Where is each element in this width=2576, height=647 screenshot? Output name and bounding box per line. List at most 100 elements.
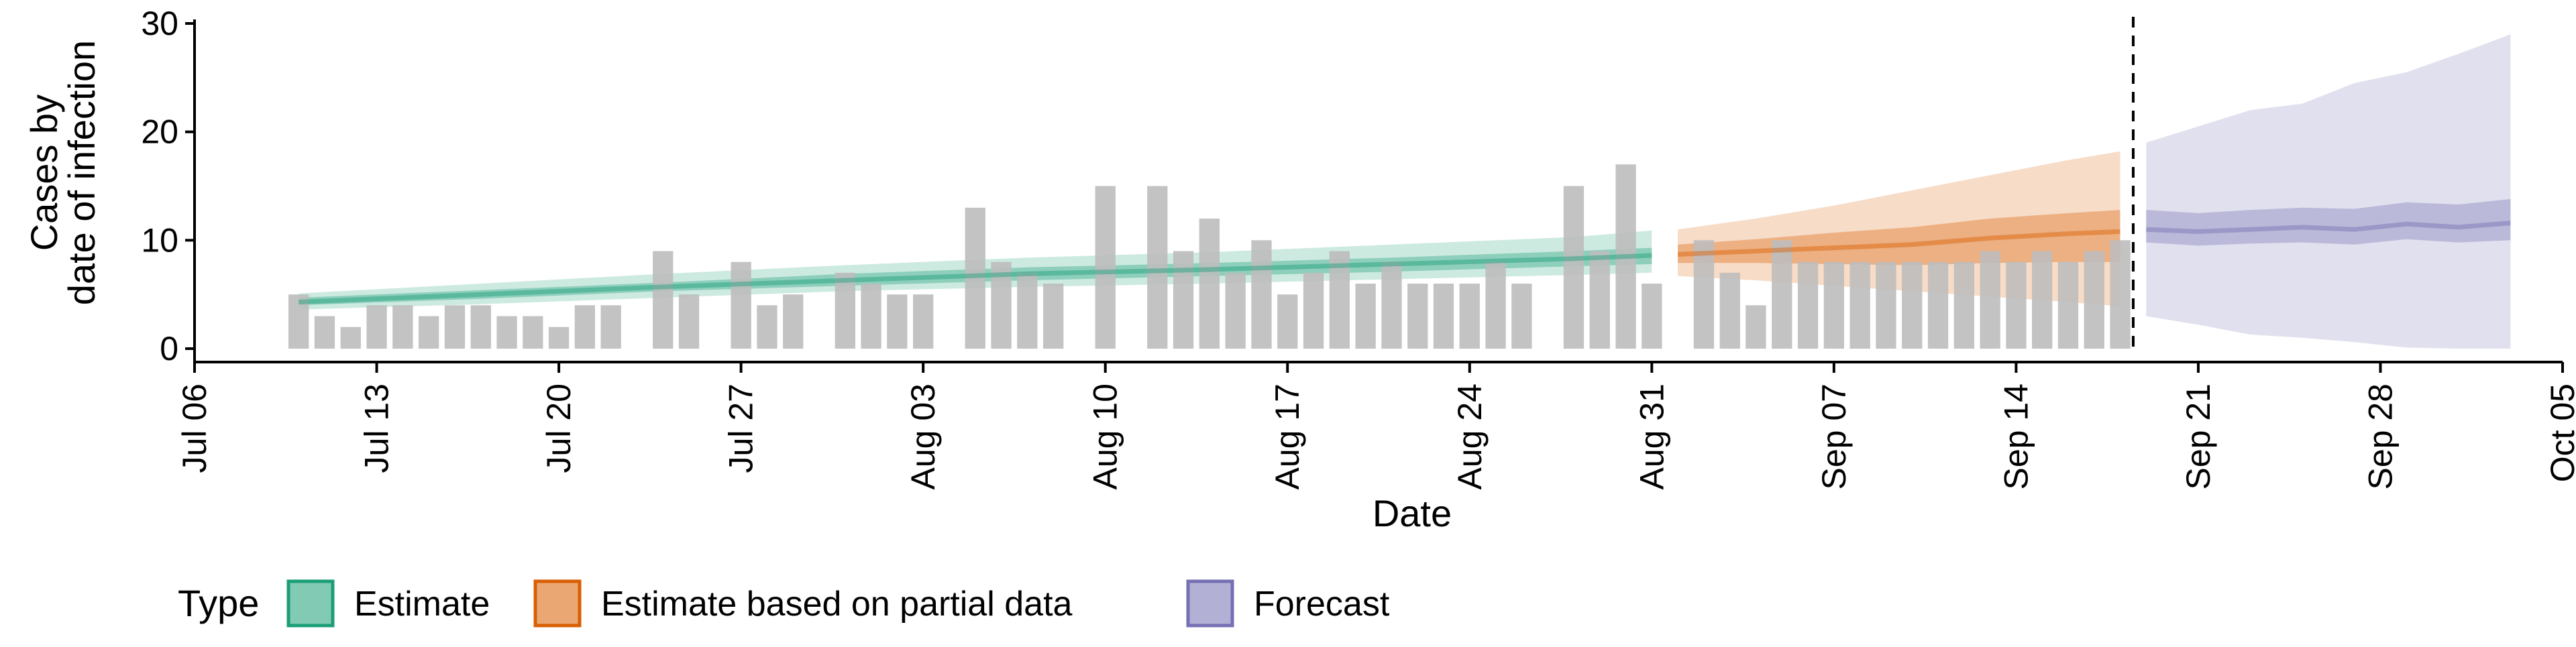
series-median-line: [2146, 221, 2511, 234]
x-tick-label: Sep 28: [2361, 384, 2399, 489]
reported-cases-bar: [1329, 251, 1350, 349]
reported-cases-bar: [1642, 284, 1662, 349]
reported-cases-bar: [1927, 261, 1949, 349]
reported-cases-bar: [1355, 284, 1376, 349]
x-tick-label: Aug 17: [1269, 384, 1306, 489]
reported-cases-bar: [1407, 284, 1428, 349]
reported-cases-bar: [1797, 261, 1819, 349]
y-axis-title-line: Cases by: [23, 95, 65, 251]
y-tick-label: 20: [141, 113, 178, 151]
legend-item: Estimate: [286, 579, 490, 628]
legend-label: Estimate: [354, 585, 490, 624]
x-tick-label: Sep 07: [1815, 384, 1853, 489]
x-tick-label: Aug 03: [904, 384, 942, 489]
reported-cases-bar: [835, 272, 855, 349]
reported-cases-bar: [861, 284, 881, 349]
reported-cases-bar: [2057, 261, 2079, 349]
reported-cases-bar: [419, 316, 439, 349]
legend: Type Estimate Estimate based on partial da…: [178, 579, 1390, 628]
reported-cases-bar: [1772, 240, 1792, 349]
x-tick-label: Jul 06: [176, 384, 213, 473]
reported-cases-bar: [1043, 284, 1064, 349]
reported-cases-bar: [1980, 251, 2000, 349]
x-tick-label: Aug 24: [1451, 384, 1489, 489]
reported-cases-bar: [366, 305, 387, 349]
reported-cases-bar: [1693, 240, 1715, 349]
series-median-line: [1677, 229, 2121, 257]
reported-cases-bar: [653, 251, 674, 349]
reported-cases-bar: [1719, 272, 1740, 349]
reported-cases-bar: [444, 305, 466, 349]
reported-cases-bar: [887, 294, 908, 349]
reported-cases-bar: [757, 305, 777, 349]
reported-cases-bar: [1563, 186, 1585, 349]
x-axis-title: Date: [1373, 492, 1452, 534]
reported-cases-bar: [548, 327, 570, 349]
series-inner-band: [2146, 198, 2511, 246]
legend-swatch: [1186, 579, 1234, 628]
reported-cases-bar: [2084, 251, 2104, 349]
series-outer-band: [2146, 34, 2511, 349]
uncertainty-bands: [299, 34, 2511, 349]
reported-cases-bar: [496, 316, 517, 349]
reported-cases-bar: [1902, 261, 1923, 349]
reported-cases-bar: [392, 305, 413, 349]
reported-cases-bar: [678, 294, 700, 349]
reported-cases-bar: [991, 261, 1012, 349]
reported-cases-bar: [1303, 272, 1324, 349]
y-axis-title: Cases bydate of infection: [23, 40, 103, 305]
reported-cases-bar: [2006, 261, 2027, 349]
reported-cases-bar: [1615, 164, 1636, 349]
legend-item: Estimate based on partial data: [533, 579, 1073, 628]
x-tick-label: Oct 05: [2544, 384, 2576, 482]
y-tick-label: 10: [141, 221, 178, 259]
reported-cases-bar: [314, 316, 335, 349]
reported-cases-bar: [574, 305, 595, 349]
reported-cases-bar: [288, 294, 309, 349]
reported-cases-bar: [913, 294, 934, 349]
reported-cases-bar: [1381, 261, 1402, 349]
x-tick-label: Jul 20: [540, 384, 578, 473]
reported-cases-bar: [1433, 284, 1454, 349]
x-tick-label: Jul 27: [722, 384, 760, 473]
y-axis-title-line: date of infection: [60, 40, 103, 305]
reported-cases-bar: [1511, 284, 1532, 349]
x-tick-label: Sep 21: [2180, 384, 2217, 489]
legend-title: Type: [178, 582, 259, 624]
median-lines: [299, 221, 2511, 304]
reported-cases-bar: [1199, 219, 1220, 349]
reported-cases-bar: [1173, 251, 1194, 349]
reported-cases-bars: [288, 164, 2131, 349]
reported-cases-bar: [470, 305, 491, 349]
series-median-line: [299, 253, 1652, 304]
reported-cases-bar: [2110, 240, 2131, 349]
legend-swatch: [286, 579, 335, 628]
legend-swatch: [533, 579, 582, 628]
reported-cases-bar: [1095, 186, 1116, 349]
reported-cases-bar: [1251, 240, 1272, 349]
legend-item: Forecast: [1186, 579, 1390, 628]
x-tick-label: Jul 13: [358, 384, 396, 473]
x-tick-label: Sep 14: [1997, 384, 2035, 489]
reported-cases-bar: [1277, 294, 1298, 349]
reported-cases-bar: [1953, 261, 1974, 349]
reported-cases-bar: [1849, 261, 1870, 349]
reported-cases-bar: [1589, 251, 1610, 349]
reported-cases-bar: [783, 294, 804, 349]
reported-cases-bar: [1746, 305, 1766, 349]
legend-label: Forecast: [1254, 585, 1390, 624]
reported-cases-bar: [965, 207, 985, 349]
reported-cases-bar: [1225, 272, 1246, 349]
reported-cases-bar: [1876, 261, 1896, 349]
reported-cases-bar: [1147, 186, 1168, 349]
reported-cases-bar: [523, 316, 543, 349]
axes: 0 10 20 30 Jul 06 Jul 13 Jul 20 Jul 27 Aug 03 Aug…: [23, 5, 2576, 534]
reported-cases-bar: [1485, 261, 1506, 349]
y-tick-label: 0: [160, 330, 178, 367]
reported-cases-bar: [340, 327, 361, 349]
reported-cases-bar: [1823, 261, 1844, 349]
x-tick-label: Aug 31: [1633, 384, 1670, 489]
reported-cases-bar: [1459, 284, 1480, 349]
